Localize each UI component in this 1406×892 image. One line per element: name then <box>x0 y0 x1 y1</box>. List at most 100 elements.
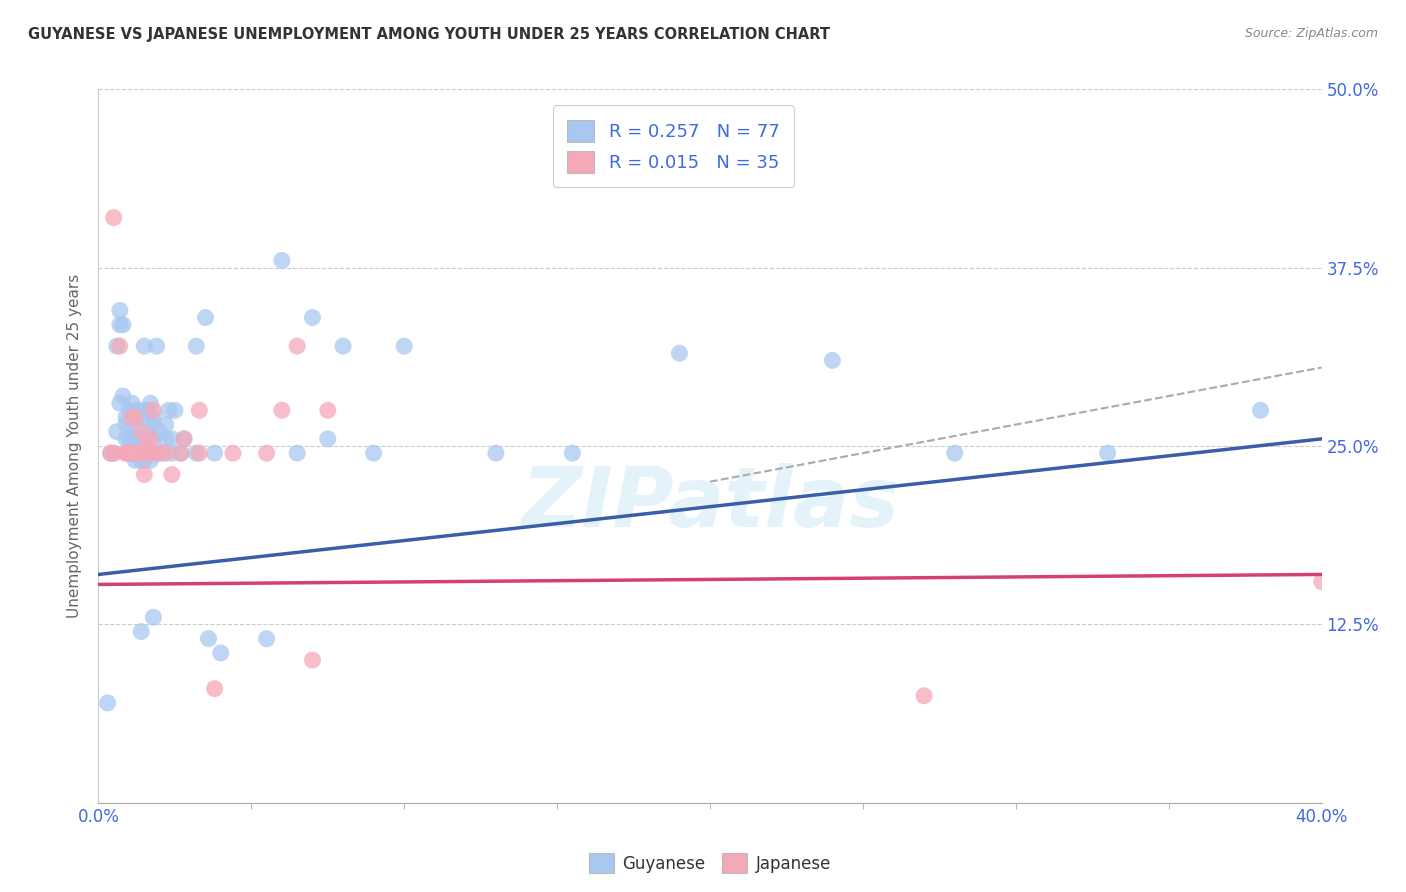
Legend: Guyanese, Japanese: Guyanese, Japanese <box>582 847 838 880</box>
Point <box>1097 446 1119 460</box>
Point <box>301 310 323 325</box>
Point <box>136 439 159 453</box>
Point <box>134 339 156 353</box>
Point <box>160 467 183 482</box>
Point <box>115 432 138 446</box>
Point <box>121 446 143 460</box>
Point <box>485 446 508 460</box>
Point <box>186 446 208 460</box>
Point <box>105 339 128 353</box>
Point <box>139 446 162 460</box>
Point <box>111 318 134 332</box>
Point <box>129 453 152 467</box>
Point <box>332 339 354 353</box>
Point <box>105 425 128 439</box>
Point <box>118 403 141 417</box>
Point <box>124 410 146 425</box>
Point <box>139 396 162 410</box>
Point <box>111 389 134 403</box>
Point <box>142 432 165 446</box>
Point <box>256 632 278 646</box>
Point <box>124 446 146 460</box>
Point <box>912 689 935 703</box>
Point <box>134 467 156 482</box>
Point <box>155 432 177 446</box>
Point <box>121 417 143 432</box>
Point <box>285 446 308 460</box>
Point <box>142 417 165 432</box>
Point <box>118 446 141 460</box>
Point <box>209 646 232 660</box>
Point <box>142 610 165 624</box>
Point <box>127 446 149 460</box>
Point <box>134 410 156 425</box>
Point <box>256 446 278 460</box>
Point <box>129 446 152 460</box>
Point <box>173 432 195 446</box>
Point <box>127 432 149 446</box>
Point <box>136 403 159 417</box>
Point <box>121 410 143 425</box>
Point <box>204 681 226 696</box>
Point <box>821 353 844 368</box>
Point <box>160 446 183 460</box>
Point <box>97 696 120 710</box>
Point <box>155 446 177 460</box>
Point <box>186 339 208 353</box>
Point <box>170 446 193 460</box>
Point <box>139 432 162 446</box>
Point <box>129 403 152 417</box>
Point <box>108 396 131 410</box>
Point <box>668 346 690 360</box>
Point <box>121 446 143 460</box>
Point <box>124 453 146 467</box>
Point <box>197 632 219 646</box>
Point <box>139 453 162 467</box>
Text: GUYANESE VS JAPANESE UNEMPLOYMENT AMONG YOUTH UNDER 25 YEARS CORRELATION CHART: GUYANESE VS JAPANESE UNEMPLOYMENT AMONG … <box>28 27 830 42</box>
Point <box>149 425 172 439</box>
Point <box>124 403 146 417</box>
Point <box>136 446 159 460</box>
Point <box>1310 574 1333 589</box>
Point <box>149 446 172 460</box>
Point <box>173 432 195 446</box>
Point <box>204 446 226 460</box>
Point <box>129 624 152 639</box>
Point <box>127 410 149 425</box>
Point <box>142 410 165 425</box>
Point <box>155 417 177 432</box>
Point <box>301 653 323 667</box>
Point <box>108 318 131 332</box>
Point <box>1249 403 1271 417</box>
Point <box>115 446 138 460</box>
Point <box>100 446 122 460</box>
Point <box>134 453 156 467</box>
Point <box>943 446 966 460</box>
Point <box>270 253 292 268</box>
Point <box>136 446 159 460</box>
Point <box>115 417 138 432</box>
Point <box>163 403 186 417</box>
Point <box>142 403 165 417</box>
Point <box>103 211 125 225</box>
Point <box>118 432 141 446</box>
Point <box>136 425 159 439</box>
Point <box>316 403 339 417</box>
Point <box>188 403 211 417</box>
Point <box>118 446 141 460</box>
Point <box>316 432 339 446</box>
Point <box>194 310 217 325</box>
Point <box>134 432 156 446</box>
Point <box>157 403 180 417</box>
Point <box>270 403 292 417</box>
Point <box>121 396 143 410</box>
Point <box>103 446 125 460</box>
Point <box>222 446 245 460</box>
Point <box>121 432 143 446</box>
Point <box>100 446 122 460</box>
Point <box>115 446 138 460</box>
Point <box>285 339 308 353</box>
Point <box>145 446 167 460</box>
Point <box>115 410 138 425</box>
Point <box>188 446 211 460</box>
